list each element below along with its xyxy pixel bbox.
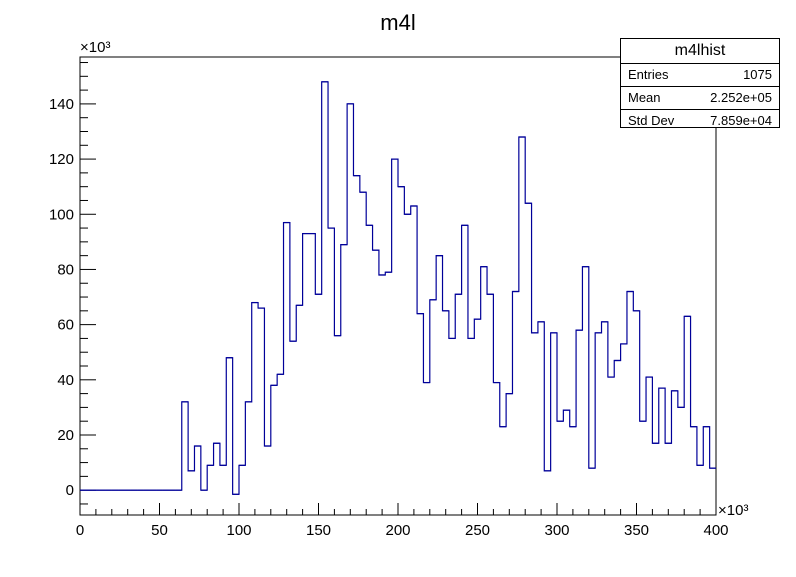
- x-axis-multiplier: ×10³: [718, 502, 748, 519]
- x-tick-label: 0: [76, 522, 84, 539]
- x-axis: 0 50 100 150 200 250 300 350 400: [76, 503, 729, 539]
- histogram-bins: [80, 81, 716, 495]
- stats-label: Mean: [628, 90, 661, 105]
- x-tick-label: 50: [151, 522, 168, 539]
- stats-row-entries: Entries 1075: [621, 64, 779, 86]
- x-tick-label: 350: [624, 522, 649, 539]
- stats-value: 2.252e+05: [710, 90, 772, 105]
- x-tick-label: 150: [306, 522, 331, 539]
- stats-value: 1075: [743, 67, 772, 82]
- x-tick-label: 400: [703, 522, 728, 539]
- histogram-line: [80, 81, 716, 495]
- x-tick-label: 250: [465, 522, 490, 539]
- stats-box: m4lhist Entries 1075 Mean 2.252e+05 Std …: [620, 38, 780, 128]
- stats-title: m4lhist: [621, 39, 779, 64]
- y-axis: 0 20 40 60 80 100 120 140: [49, 62, 96, 505]
- y-tick-label: 0: [66, 482, 74, 499]
- y-tick-label: 120: [49, 151, 74, 168]
- stats-row-stddev: Std Dev 7.859e+04: [621, 109, 779, 132]
- chart-title: m4l: [380, 10, 415, 35]
- y-axis-multiplier: ×10³: [80, 39, 110, 56]
- y-tick-label: 40: [57, 372, 74, 389]
- y-tick-label: 140: [49, 96, 74, 113]
- stats-label: Std Dev: [628, 113, 675, 128]
- x-tick-label: 200: [385, 522, 410, 539]
- x-tick-label: 300: [544, 522, 569, 539]
- stats-label: Entries: [628, 67, 669, 82]
- y-tick-label: 100: [49, 206, 74, 223]
- x-tick-label: 100: [226, 522, 251, 539]
- y-tick-label: 60: [57, 317, 74, 334]
- stats-value: 7.859e+04: [710, 113, 772, 128]
- y-tick-label: 80: [57, 261, 74, 278]
- y-tick-label: 20: [57, 427, 74, 444]
- stats-row-mean: Mean 2.252e+05: [621, 86, 779, 109]
